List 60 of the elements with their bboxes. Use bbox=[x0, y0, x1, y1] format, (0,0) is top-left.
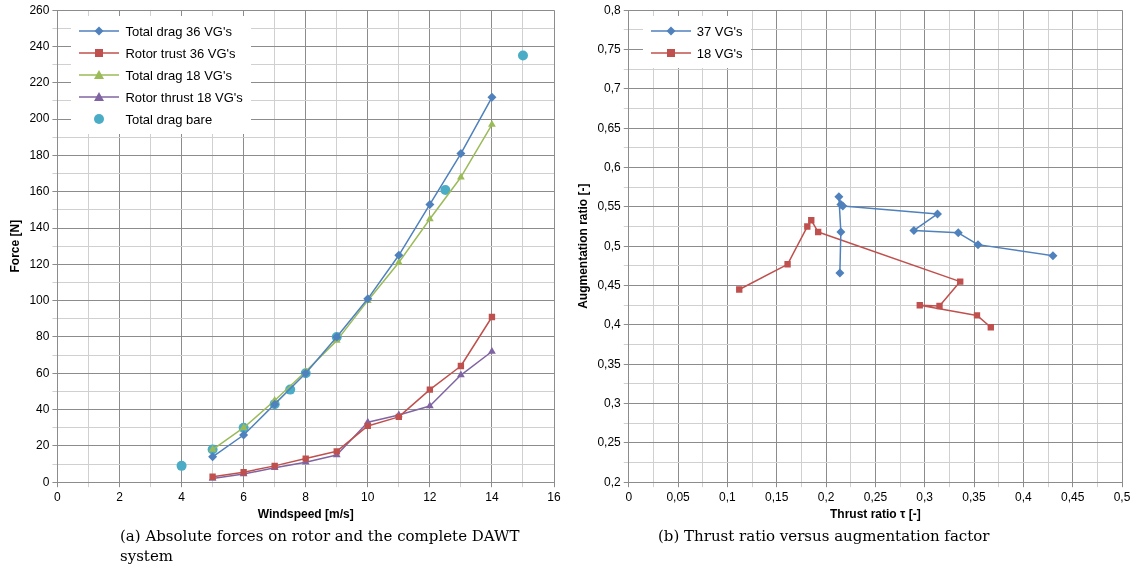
x-tick-label: 0,25 bbox=[863, 489, 888, 504]
legend-label: Total drag bare bbox=[125, 111, 213, 127]
y-tick-label: 100 bbox=[29, 292, 50, 307]
x-tick-label: 10 bbox=[361, 489, 375, 504]
y-axis-title: Force [N] bbox=[7, 219, 22, 273]
x-tick-label: 14 bbox=[485, 489, 499, 504]
x-tick-label: 0 bbox=[54, 489, 62, 504]
y-tick-label: 0,35 bbox=[597, 356, 622, 371]
y-tick-label: 120 bbox=[29, 256, 50, 271]
y-tick-label: 180 bbox=[29, 147, 50, 162]
y-tick-label: 0,75 bbox=[597, 41, 622, 56]
x-tick-label: 0,35 bbox=[962, 489, 987, 504]
legend-label: 37 VG's bbox=[696, 23, 743, 39]
y-tick-label: 40 bbox=[36, 401, 50, 416]
y-tick-label: 0,3 bbox=[604, 395, 622, 410]
y-tick-label: 0,2 bbox=[604, 474, 622, 489]
x-tick-label: 16 bbox=[547, 489, 561, 504]
x-tick-label: 0,4 bbox=[1015, 489, 1033, 504]
x-tick-label: 0,5 bbox=[1113, 489, 1131, 504]
x-tick-label: 0,3 bbox=[916, 489, 934, 504]
y-tick-label: 140 bbox=[29, 220, 50, 235]
y-axis-title: Augmentation ratio [-] bbox=[575, 183, 590, 309]
y-tick-label: 0,55 bbox=[597, 199, 622, 214]
x-tick-label: 0,05 bbox=[666, 489, 691, 504]
x-tick-label: 12 bbox=[423, 489, 437, 504]
y-tick-label: 0 bbox=[42, 474, 50, 489]
legend-label: Total drag 18 VG's bbox=[125, 67, 232, 83]
y-tick-label: 200 bbox=[29, 111, 50, 126]
y-tick-label: 60 bbox=[36, 365, 50, 380]
x-tick-label: 2 bbox=[116, 489, 124, 504]
x-axis-title: Thrust ratio τ [-] bbox=[830, 507, 921, 522]
y-tick-label: 240 bbox=[29, 38, 50, 53]
y-tick-label: 80 bbox=[36, 329, 50, 344]
legend-label: 18 VG's bbox=[696, 45, 743, 61]
x-tick-label: 0,15 bbox=[765, 489, 789, 504]
x-axis-title: Windspeed [m/s] bbox=[257, 507, 354, 522]
y-tick-label: 0,5 bbox=[604, 238, 622, 253]
x-tick-label: 8 bbox=[302, 489, 310, 504]
y-tick-label: 160 bbox=[29, 184, 50, 199]
x-tick-label: 6 bbox=[240, 489, 248, 504]
y-tick-label: 20 bbox=[36, 438, 50, 453]
text: (a) Absolute forces on rotor and the complete DAWT system bbox=[120, 526, 520, 566]
text: (b) Thrust ratio versus augmentation factor bbox=[658, 526, 991, 546]
y-tick-label: 0,7 bbox=[604, 81, 622, 96]
x-tick-label: 0 bbox=[625, 489, 633, 504]
x-tick-label: 4 bbox=[178, 489, 186, 504]
y-tick-label: 0,6 bbox=[604, 159, 622, 174]
y-tick-label: 0,45 bbox=[597, 277, 622, 292]
legend-label: Total drag 36 VG's bbox=[125, 23, 232, 39]
y-tick-label: 0,65 bbox=[597, 120, 622, 135]
y-tick-label: 260 bbox=[29, 2, 50, 17]
x-tick-label: 0,2 bbox=[817, 489, 835, 504]
legend-label: Rotor trust 36 VG's bbox=[125, 45, 236, 61]
legend-label: Rotor thrust 18 VG's bbox=[125, 89, 243, 105]
x-tick-label: 0,1 bbox=[719, 489, 737, 504]
y-tick-label: 0,4 bbox=[604, 317, 622, 332]
y-tick-label: 0,25 bbox=[597, 435, 622, 450]
y-tick-label: 0,8 bbox=[604, 2, 622, 17]
y-tick-label: 220 bbox=[29, 75, 50, 90]
x-tick-label: 0,45 bbox=[1061, 489, 1085, 504]
